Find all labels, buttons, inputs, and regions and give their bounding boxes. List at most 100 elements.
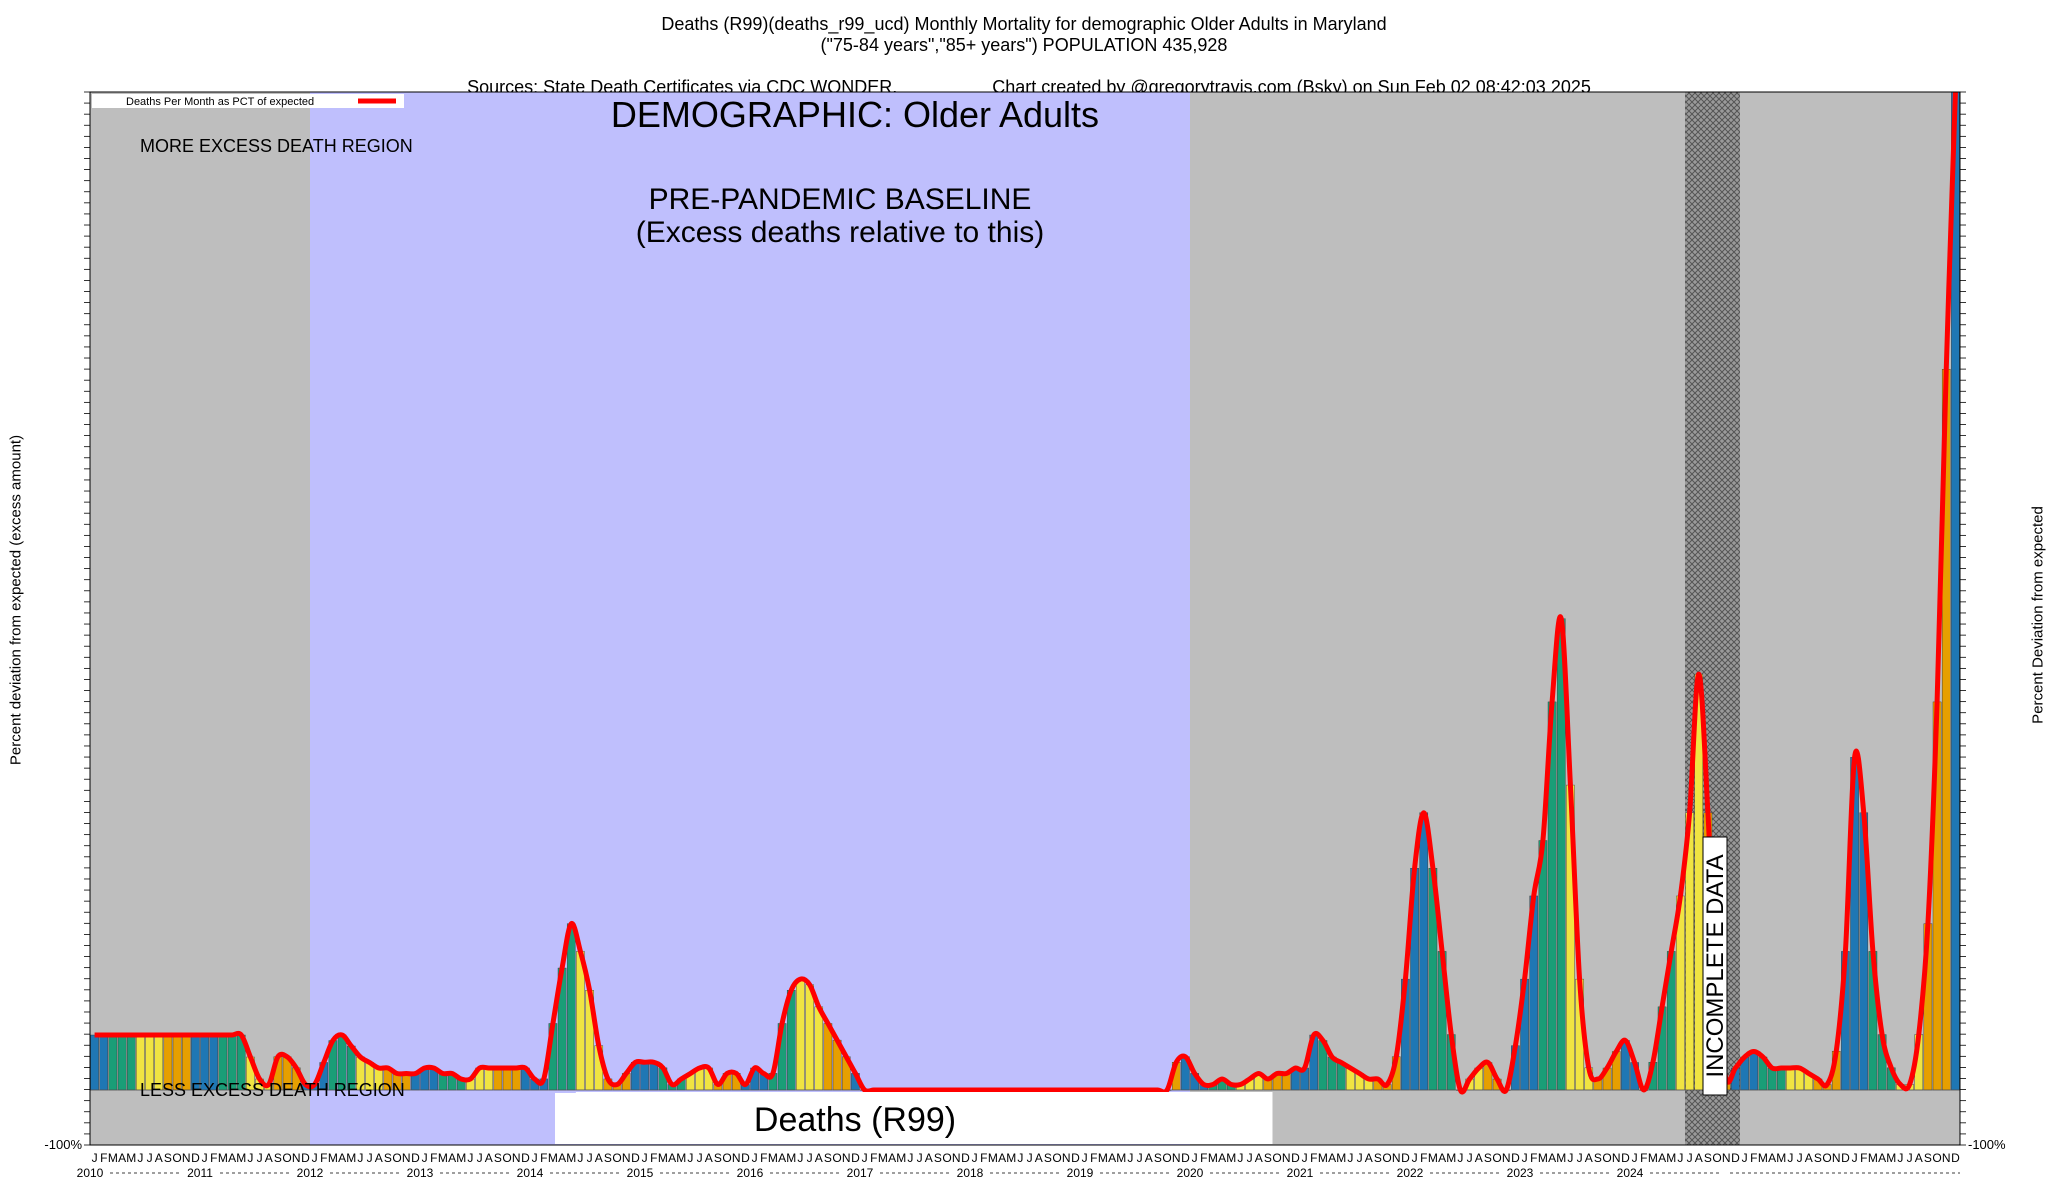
x-tick-month: A — [705, 1151, 713, 1165]
x-tick-month: M — [1758, 1151, 1768, 1165]
x-tick-month: A — [155, 1151, 163, 1165]
x-tick-month: M — [1776, 1151, 1786, 1165]
x-tick-month: M — [1648, 1151, 1658, 1165]
x-tick-month: O — [1602, 1151, 1611, 1165]
bar-43 — [484, 1067, 494, 1091]
x-tick-month: J — [1852, 1151, 1858, 1165]
x-tick-month: F — [430, 1151, 437, 1165]
demographic-title: DEMOGRAPHIC: Older Adults — [611, 94, 1099, 135]
metric-label-box-2 — [555, 1093, 1210, 1144]
x-tick-month: O — [282, 1151, 291, 1165]
x-tick-month: M — [566, 1151, 576, 1165]
x-tick-month: N — [622, 1151, 631, 1165]
x-tick-year: 2020 — [1177, 1166, 1204, 1180]
x-tick-month: O — [1822, 1151, 1831, 1165]
x-tick-month: A — [448, 1151, 456, 1165]
x-tick-month: F — [1640, 1151, 1647, 1165]
x-tick-month: A — [265, 1151, 273, 1165]
x-tick-month: F — [1310, 1151, 1317, 1165]
y-tick-label-bottom-right: -100% — [1968, 1137, 2006, 1152]
x-tick-month: J — [1347, 1151, 1353, 1165]
x-tick-month: M — [1556, 1151, 1566, 1165]
x-tick-month: M — [1226, 1151, 1236, 1165]
x-tick-month: S — [1154, 1151, 1162, 1165]
x-tick-month: A — [1035, 1151, 1043, 1165]
x-tick-year: 2016 — [737, 1166, 764, 1180]
bar-0 — [90, 1034, 99, 1091]
x-tick-year: 2024 — [1617, 1166, 1644, 1180]
bar-145 — [1419, 812, 1429, 1091]
x-tick-month: M — [108, 1151, 118, 1165]
x-tick-month: A — [998, 1151, 1006, 1165]
x-tick-month: M — [878, 1151, 888, 1165]
x-tick-month: J — [357, 1151, 363, 1165]
legend-label: Deaths Per Month as PCT of expected — [126, 96, 314, 108]
more-region-label: MORE EXCESS DEATH REGION — [140, 136, 413, 156]
x-tick-month: N — [1832, 1151, 1841, 1165]
x-tick-month: M — [1886, 1151, 1896, 1165]
bar-3 — [117, 1034, 127, 1091]
x-tick-month: S — [1264, 1151, 1272, 1165]
x-tick-month: S — [1484, 1151, 1492, 1165]
x-tick-month: M — [1318, 1151, 1328, 1165]
x-tick-month: D — [1401, 1151, 1410, 1165]
bar-44 — [493, 1067, 503, 1091]
x-tick-month: J — [917, 1151, 923, 1165]
x-tick-year: 2015 — [627, 1166, 654, 1180]
x-tick-month: M — [346, 1151, 356, 1165]
x-tick-month: J — [1797, 1151, 1803, 1165]
x-tick-month: N — [1942, 1151, 1951, 1165]
x-tick-month: J — [147, 1151, 153, 1165]
x-tick-month: A — [375, 1151, 383, 1165]
x-tick-month: J — [477, 1151, 483, 1165]
x-tick-month: D — [1291, 1151, 1300, 1165]
x-tick-month: A — [1878, 1151, 1886, 1165]
x-tick-month: A — [338, 1151, 346, 1165]
x-tick-month: J — [1787, 1151, 1793, 1165]
x-tick-month: D — [411, 1151, 420, 1165]
x-tick-month: J — [907, 1151, 913, 1165]
bar-46 — [511, 1067, 521, 1091]
incomplete-label-box — [1702, 836, 1728, 1096]
x-tick-month: N — [292, 1151, 301, 1165]
x-tick-month: J — [1027, 1151, 1033, 1165]
x-tick-month: J — [972, 1151, 978, 1165]
x-tick-month: J — [1247, 1151, 1253, 1165]
x-tick-month: M — [1116, 1151, 1126, 1165]
x-tick-month: F — [1420, 1151, 1427, 1165]
x-tick-month: J — [1237, 1151, 1243, 1165]
x-tick-month: J — [1192, 1151, 1198, 1165]
x-tick-month: M — [1336, 1151, 1346, 1165]
x-tick-month: J — [1457, 1151, 1463, 1165]
x-tick-month: M — [548, 1151, 558, 1165]
bar-61 — [649, 1062, 659, 1091]
x-tick-month: M — [1538, 1151, 1548, 1165]
x-tick-month: A — [1915, 1151, 1923, 1165]
x-tick-month: A — [485, 1151, 493, 1165]
x-tick-month: O — [1712, 1151, 1721, 1165]
x-tick-month: J — [1632, 1151, 1638, 1165]
x-tick-month: M — [236, 1151, 246, 1165]
x-tick-month: O — [722, 1151, 731, 1165]
x-tick-month: J — [687, 1151, 693, 1165]
x-tick-month: J — [697, 1151, 703, 1165]
x-tick-month: M — [988, 1151, 998, 1165]
x-tick-month: A — [1805, 1151, 1813, 1165]
x-tick-month: S — [274, 1151, 282, 1165]
x-tick-month: J — [1082, 1151, 1088, 1165]
x-tick-month: F — [870, 1151, 877, 1165]
x-tick-month: O — [832, 1151, 841, 1165]
x-tick-year: 2023 — [1507, 1166, 1534, 1180]
x-tick-month: D — [961, 1151, 970, 1165]
x-tick-month: S — [714, 1151, 722, 1165]
x-tick-month: M — [1006, 1151, 1016, 1165]
bar-185 — [1786, 1067, 1795, 1091]
x-tick-month: F — [1750, 1151, 1757, 1165]
bar-181 — [1749, 1051, 1759, 1091]
x-tick-month: M — [1666, 1151, 1676, 1165]
x-tick-month: J — [367, 1151, 373, 1165]
x-tick-month: J — [1677, 1151, 1683, 1165]
x-tick-month: D — [521, 1151, 530, 1165]
x-tick-month: F — [650, 1151, 657, 1165]
